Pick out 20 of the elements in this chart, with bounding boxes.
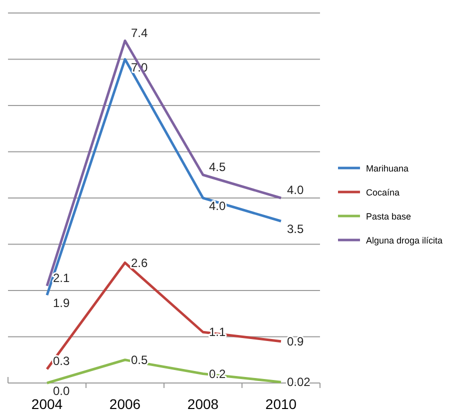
- data-label: 2.6: [131, 256, 148, 270]
- x-tick-label: 2008: [187, 396, 219, 412]
- legend-label: Cocaína: [366, 188, 400, 198]
- x-tick-label: 2010: [265, 396, 297, 412]
- x-tick-label: 2006: [109, 396, 141, 412]
- data-label: 0.02: [287, 375, 311, 390]
- data-label: 1.9: [53, 296, 70, 310]
- data-label: 3.5: [287, 222, 304, 236]
- data-label: 0.9: [287, 334, 304, 348]
- data-label: 0.0: [53, 384, 70, 398]
- data-label: 4.0: [209, 199, 226, 213]
- legend-label: Alguna droga ilícita: [366, 236, 443, 246]
- data-label: 0.3: [53, 354, 70, 368]
- data-label: 4.0: [287, 183, 304, 197]
- data-label: 7.4: [131, 26, 148, 40]
- data-label: 4.5: [209, 160, 226, 174]
- legend-label: Pasta base: [366, 212, 412, 222]
- legend-label: Marihuana: [366, 164, 409, 174]
- x-tick-label: 2004: [31, 396, 63, 412]
- data-label: 2.1: [53, 270, 70, 285]
